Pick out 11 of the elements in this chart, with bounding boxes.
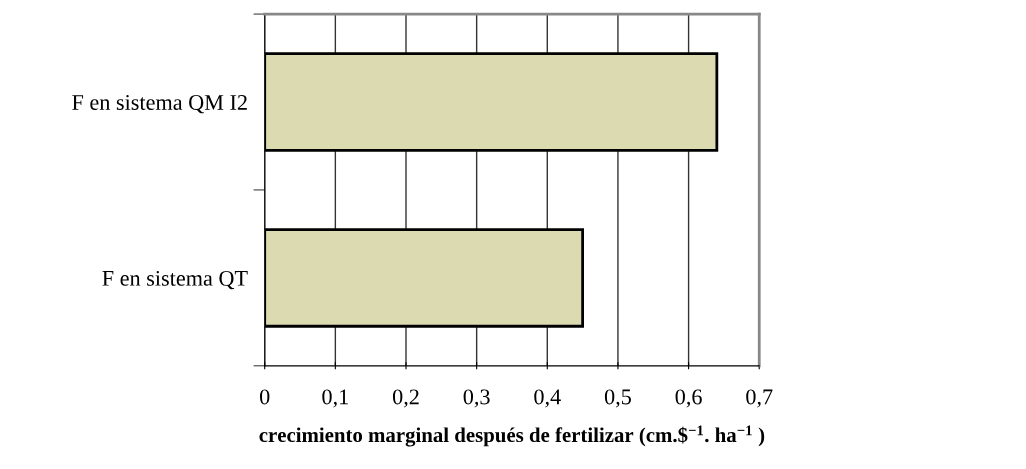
y-tick-label: F en sistema QM I2 xyxy=(72,95,247,114)
x-tick-label: 0,7 xyxy=(746,389,773,408)
x-tick-label: 0,1 xyxy=(322,389,348,408)
x-tick-label: 0,4 xyxy=(534,389,561,408)
x-tick-label: 0,6 xyxy=(675,389,702,408)
x-tick-label: 0,2 xyxy=(392,389,419,408)
x-axis-title: crecimiento marginal después de fertilizar (cm.$$^{−1}$. ha$^{−1}$ ) xyxy=(259,425,765,447)
x-tick-label: 0 xyxy=(260,389,270,405)
x-tick-label: 0,5 xyxy=(604,389,631,408)
x-tick-label: 0,3 xyxy=(463,389,490,408)
y-tick-label: F en sistema QT xyxy=(102,270,248,290)
